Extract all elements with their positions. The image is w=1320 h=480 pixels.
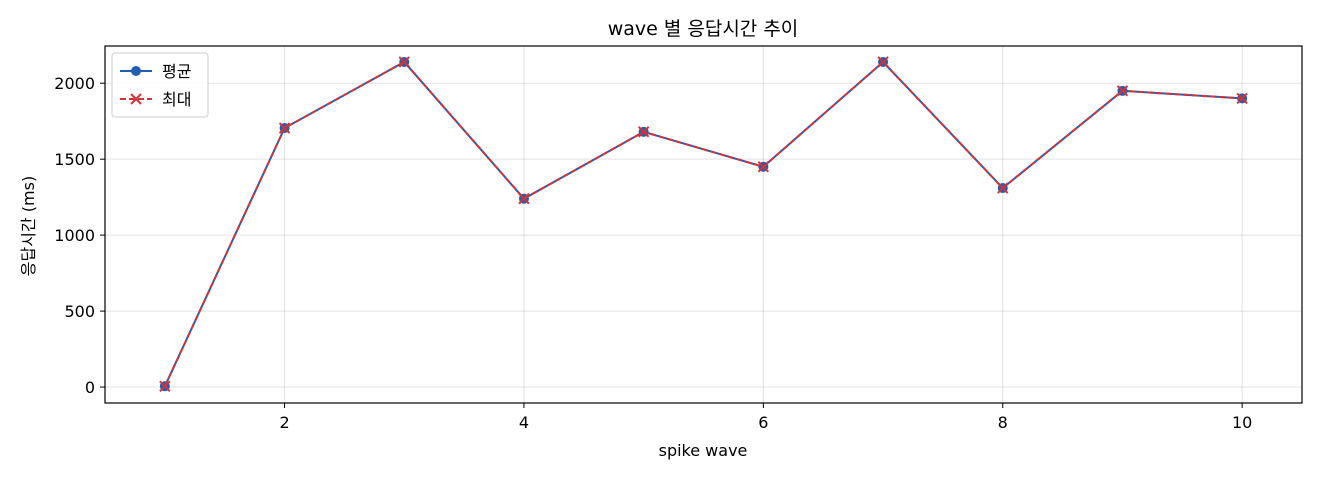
x-tick-label: 10 xyxy=(1232,413,1252,432)
grid xyxy=(105,46,1302,403)
chart-title: wave 별 응답시간 추이 xyxy=(608,18,799,40)
y-tick-label: 500 xyxy=(64,302,95,321)
legend-label-avg: 평균 xyxy=(162,62,191,81)
legend: 평균 최대 xyxy=(111,52,209,118)
data-point-1 xyxy=(637,126,650,138)
y-tick-label: 1000 xyxy=(54,226,95,245)
series-layer xyxy=(159,56,1248,392)
legend-marker-avg xyxy=(131,66,141,76)
data-point-1 xyxy=(877,56,889,68)
data-point-1 xyxy=(398,56,410,68)
x-tick-label: 8 xyxy=(998,413,1008,432)
data-point-1 xyxy=(518,192,530,205)
data-point-1 xyxy=(1116,85,1129,97)
data-point-1 xyxy=(278,122,291,134)
y-tick-label: 2000 xyxy=(54,74,95,93)
x-axis-label: spike wave xyxy=(659,441,748,460)
legend-label-max: 최대 xyxy=(162,90,191,109)
y-axis-label: 응답시간 (ms) xyxy=(19,176,38,276)
axis-ticks: 2 4 6 8 10 0 500 1000 1500 2000 xyxy=(54,74,1252,432)
plot-area-frame xyxy=(104,45,1303,404)
series-line-1 xyxy=(163,60,1243,387)
data-point-1 xyxy=(997,182,1009,194)
x-tick-label: 4 xyxy=(519,413,529,432)
y-tick-label: 1500 xyxy=(54,150,95,169)
data-point-1 xyxy=(1236,92,1248,105)
legend-box xyxy=(111,52,209,118)
y-tick-label: 0 xyxy=(85,378,95,397)
x-tick-label: 2 xyxy=(279,413,289,432)
x-tick-label: 6 xyxy=(758,413,768,432)
data-point-1 xyxy=(159,380,171,392)
data-point-1 xyxy=(757,161,770,173)
legend-marker-max xyxy=(130,93,142,105)
